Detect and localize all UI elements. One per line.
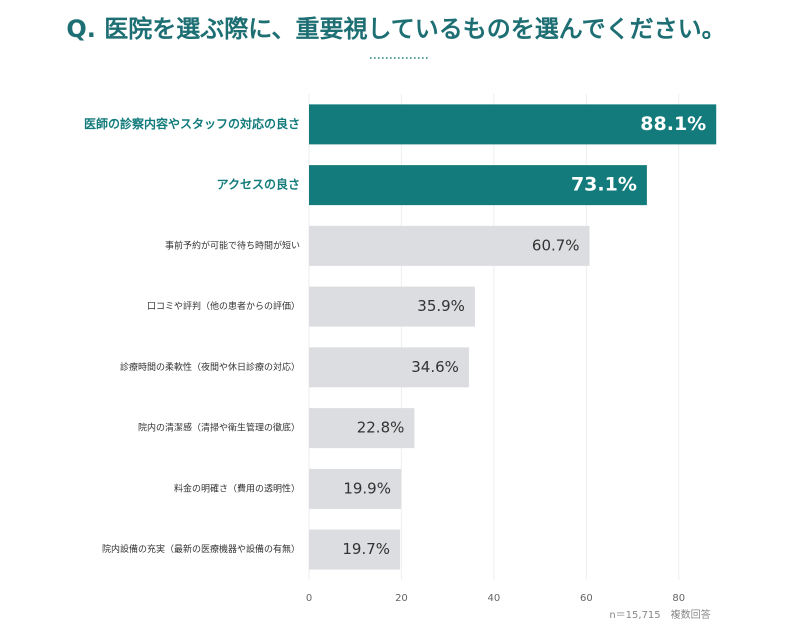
bar	[309, 408, 415, 449]
category-label: 口コミや評判（他の患者からの評価）	[147, 300, 300, 312]
value-label: 73.1%	[571, 174, 637, 196]
x-tick-label: 40	[488, 593, 501, 604]
category-label: アクセスの良さ	[217, 177, 300, 192]
bar	[309, 104, 717, 145]
value-label: 35.9%	[417, 297, 465, 315]
bar	[309, 225, 590, 266]
x-tick-label: 20	[395, 593, 408, 604]
category-label: 事前予約が可能で待ち時間が短い	[165, 239, 300, 251]
bar	[309, 347, 469, 388]
bar	[309, 165, 647, 206]
category-label: 院内の清潔感（清掃や衛生管理の徹底）	[138, 422, 300, 434]
note: n＝15,715 複数回答	[609, 608, 710, 621]
chart-title: Q. 医院を選ぶ際に、重要視しているものを選んでください。	[66, 15, 725, 43]
category-label: 診療時間の柔軟性（夜間や休日診療の対応）	[120, 361, 300, 373]
bar	[309, 468, 401, 509]
value-label: 22.8%	[357, 419, 405, 437]
category-label: 医師の診察内容やスタッフの対応の良さ	[84, 116, 300, 131]
x-tick-label: 60	[580, 593, 593, 604]
bar	[309, 529, 401, 570]
category-label: 料金の明確さ（費用の透明性）	[174, 482, 300, 494]
x-tick-label: 80	[672, 593, 685, 604]
x-tick-label: 0	[306, 593, 312, 604]
bar	[309, 286, 475, 327]
value-label: 19.9%	[343, 479, 391, 497]
category-label: 院内設備の充実（最新の医療機器や設備の有無）	[102, 543, 300, 555]
value-label: 19.7%	[342, 540, 390, 558]
value-label: 60.7%	[532, 236, 580, 254]
value-label: 34.6%	[411, 358, 459, 376]
value-label: 88.1%	[640, 113, 706, 135]
